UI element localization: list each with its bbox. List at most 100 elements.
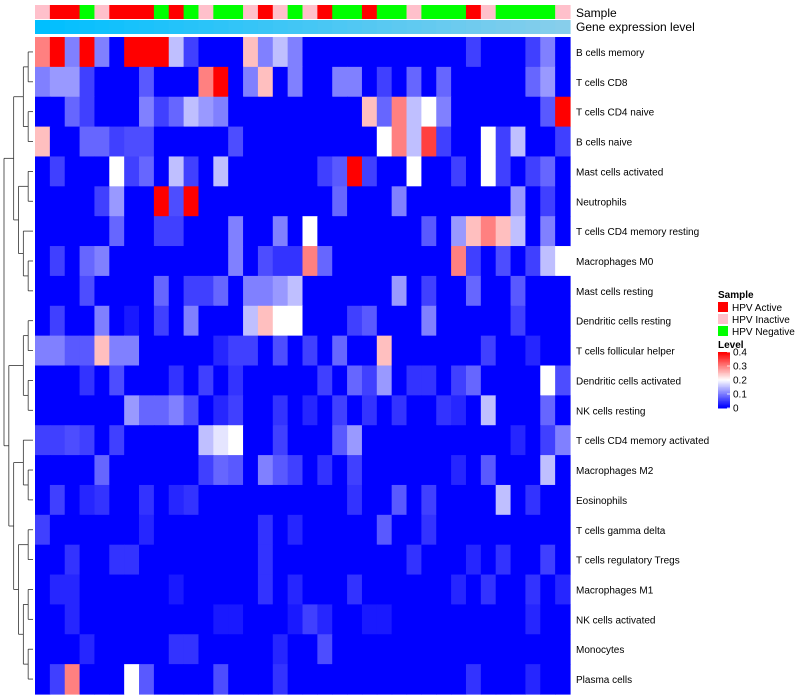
heatmap-cell: [64, 216, 81, 247]
expression-level-cell: [361, 20, 378, 34]
heatmap-cell: [64, 574, 81, 606]
heatmap-cell: [347, 305, 363, 337]
heatmap-cell: [525, 305, 541, 337]
heatmap-cell: [480, 604, 497, 635]
heatmap-cell: [540, 37, 556, 68]
heatmap-cell: [347, 37, 363, 68]
heatmap-cell: [243, 484, 259, 516]
heatmap-cell: [124, 634, 140, 665]
heatmap-cell: [94, 634, 110, 665]
heatmap-cell: [213, 574, 229, 606]
heatmap-cell: [79, 664, 96, 695]
heatmap-cell: [302, 574, 318, 606]
heatmap-cell: [139, 574, 155, 606]
heatmap-cell: [79, 156, 96, 187]
level-legend-label: 0.4: [733, 348, 747, 359]
heatmap-cell: [94, 395, 110, 426]
heatmap-cell: [153, 604, 170, 635]
heatmap-cell: [139, 634, 155, 665]
sample-annotation-cell: [257, 5, 274, 19]
heatmap-cell: [168, 66, 185, 98]
heatmap-cell: [376, 156, 393, 187]
heatmap-cell: [347, 365, 363, 396]
heatmap-cell: [525, 335, 541, 367]
level-legend-gradient: [718, 373, 730, 375]
level-legend-gradient: [718, 398, 730, 401]
heatmap-cell: [79, 186, 96, 217]
heatmap-cell: [139, 365, 155, 396]
heatmap-cell: [465, 186, 482, 217]
heatmap-cell: [525, 216, 541, 247]
heatmap-cell: [361, 365, 378, 396]
heatmap-cell: [451, 335, 467, 367]
heatmap-cell: [213, 455, 229, 486]
heatmap-cell: [213, 544, 229, 576]
heatmap-cell: [287, 604, 304, 635]
heatmap-cell: [64, 66, 81, 98]
heatmap-cell: [302, 66, 318, 98]
heatmap-cell: [257, 305, 274, 337]
heatmap-cell: [361, 484, 378, 516]
heatmap-cell: [183, 425, 200, 456]
heatmap-cell: [302, 365, 318, 396]
heatmap-cell: [391, 544, 408, 576]
heatmap-cell: [35, 96, 51, 128]
heatmap-cell: [287, 216, 304, 247]
sample-annotation-cell: [198, 5, 214, 19]
heatmap-cell: [540, 246, 556, 277]
heatmap-cell: [451, 216, 467, 247]
heatmap-cell: [302, 514, 318, 546]
heatmap-cell: [555, 425, 571, 456]
heatmap-cell: [153, 634, 170, 665]
heatmap-cell: [555, 66, 571, 98]
heatmap-cell: [287, 246, 304, 277]
heatmap-cell: [332, 544, 348, 576]
heatmap-cell: [109, 37, 125, 68]
heatmap-cell: [243, 395, 259, 426]
heatmap-cell: [332, 455, 348, 486]
heatmap-cell: [555, 126, 571, 158]
heatmap-cell: [64, 514, 81, 546]
heatmap-cell: [480, 395, 497, 426]
heatmap-cell: [361, 37, 378, 68]
heatmap-cell: [510, 96, 527, 128]
heatmap-cell: [555, 484, 571, 516]
sample-annotation-cell: [525, 5, 541, 19]
row-label: B cells naive: [576, 138, 633, 149]
heatmap-cell: [332, 574, 348, 606]
heatmap-cell: [451, 275, 467, 307]
heatmap-cell: [317, 335, 333, 367]
heatmap-cell: [495, 335, 512, 367]
row-label: T cells CD4 naive: [576, 108, 655, 119]
heatmap-cell: [480, 186, 497, 217]
heatmap-cell: [421, 484, 437, 516]
heatmap-cell: [406, 455, 422, 486]
heatmap-cell: [451, 484, 467, 516]
heatmap-cell: [287, 574, 304, 606]
heatmap-cell: [198, 455, 214, 486]
heatmap-cell: [317, 514, 333, 546]
heatmap-cell: [257, 216, 274, 247]
heatmap-cell: [124, 186, 140, 217]
heatmap-cell: [317, 484, 333, 516]
heatmap-cell: [302, 634, 318, 665]
level-legend-gradient: [718, 405, 730, 408]
heatmap-cell: [272, 246, 289, 277]
expression-level-cell: [347, 20, 363, 34]
heatmap-cell: [243, 664, 259, 695]
level-legend-gradient: [718, 374, 730, 377]
heatmap-cell: [436, 305, 452, 337]
heatmap-cell: [49, 335, 66, 367]
heatmap-cell: [525, 365, 541, 396]
heatmap-cell: [391, 514, 408, 546]
heatmap-cell: [421, 37, 437, 68]
heatmap-cell: [287, 634, 304, 665]
heatmap-cell: [198, 246, 214, 277]
heatmap-cell: [168, 634, 185, 665]
heatmap-cell: [510, 664, 527, 695]
heatmap-cell: [391, 66, 408, 98]
heatmap-cell: [510, 455, 527, 486]
heatmap-cell: [465, 96, 482, 128]
heatmap-cell: [94, 335, 110, 367]
heatmap-cell: [465, 634, 482, 665]
